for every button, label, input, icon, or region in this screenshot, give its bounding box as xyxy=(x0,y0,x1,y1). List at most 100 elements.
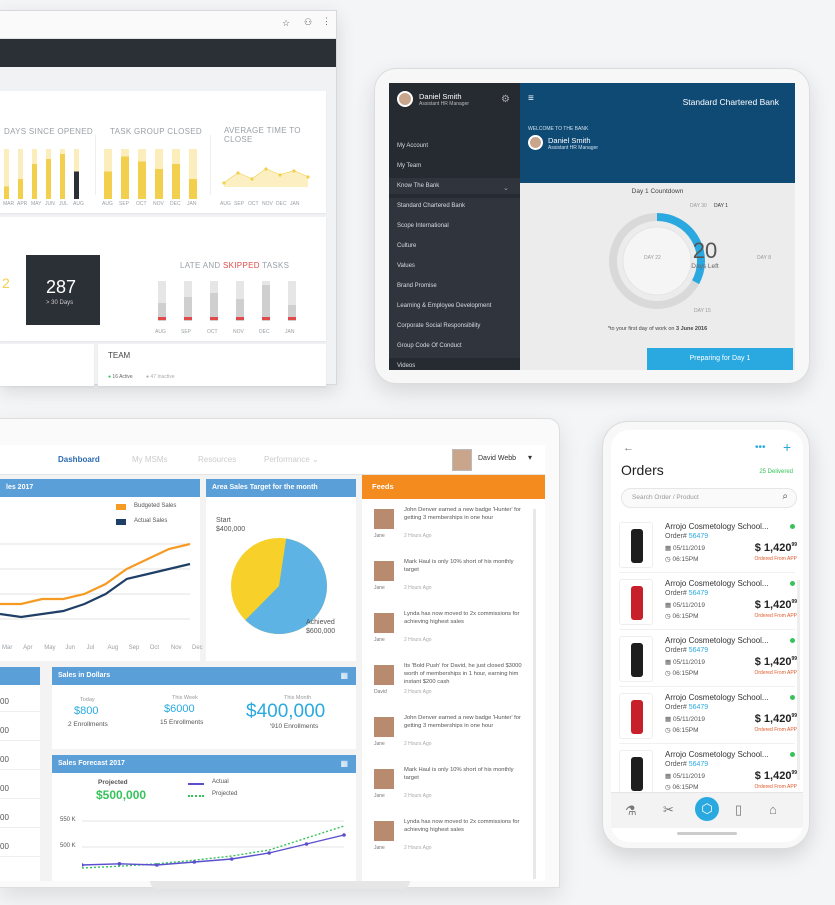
late-bar xyxy=(288,305,296,321)
hamburger-menu-icon[interactable]: ≡ xyxy=(528,93,534,104)
x-tick: Oct xyxy=(149,645,160,651)
x-tick: Apr xyxy=(23,645,33,651)
x-tick: Sep xyxy=(128,645,140,651)
status-dot xyxy=(790,638,795,643)
order-row[interactable]: Arrojo Cosmetology School... Order# 5647… xyxy=(619,689,803,745)
order-price: $ 1,42099 xyxy=(754,656,797,668)
sidebar-item-values[interactable]: Values xyxy=(397,263,415,269)
x-tick: Mar xyxy=(2,645,13,651)
forecast-title: Sales Forecast 2017 xyxy=(52,755,356,773)
sidebar-item-corporate-social-responsibility[interactable]: Corporate Social Responsibility xyxy=(397,323,481,329)
stub-value: 00 xyxy=(0,842,9,851)
sidebar-item-scope-international[interactable]: Scope International xyxy=(397,223,449,229)
feed-item[interactable]: Mark Haul is only 10% short of his month… xyxy=(362,767,532,817)
nav-my-msms[interactable]: My MSMs xyxy=(132,455,168,464)
add-order-icon[interactable]: + xyxy=(783,439,792,455)
avatar[interactable] xyxy=(452,449,472,471)
skipped-segment xyxy=(236,317,244,320)
feed-item[interactable]: Lynda has now moved to 2x commissions fo… xyxy=(362,611,532,661)
stub-value: 00 xyxy=(0,697,9,706)
overdue-tile[interactable]: 287 > 30 Days xyxy=(26,255,100,325)
sidebar-item-my-account[interactable]: My Account xyxy=(397,143,429,149)
sidebar-item-videos[interactable]: Videos xyxy=(397,363,416,369)
feed-author: Jane xyxy=(374,741,385,747)
calendar-icon[interactable]: ▦ xyxy=(340,759,348,768)
tick-label: AUG xyxy=(73,201,84,207)
feed-author: Jane xyxy=(374,637,385,643)
order-row[interactable]: Arrojo Cosmetology School... Order# 5647… xyxy=(619,575,803,631)
sidebar-item-know-the-bank[interactable]: Know The Bank xyxy=(397,183,440,189)
orders-scrollbar[interactable] xyxy=(797,580,800,780)
legend-f-actual-swatch xyxy=(188,783,204,785)
feed-item[interactable]: John Denver earned a new badge 'Hunter' … xyxy=(362,507,532,557)
feed-time: 2 Hours Ago xyxy=(404,533,432,539)
order-date: ▦ 05/11/2019 xyxy=(665,602,706,609)
sidebar-item-brand-promise[interactable]: Brand Promise xyxy=(397,283,437,289)
team-card: TEAM ● 16 Active ● 47 Inactive xyxy=(98,344,326,386)
settings-gear-icon[interactable]: ⚙ xyxy=(501,94,510,105)
tick-label: JAN xyxy=(290,201,300,207)
sidebar-item-my-team[interactable]: My Team xyxy=(397,163,422,169)
feed-time: 2 Hours Ago xyxy=(404,689,432,695)
sales-dollars-panel: Sales in Dollars ▦ Today $800 2 Enrollme… xyxy=(52,667,356,749)
sidebar-item-learning-employee-development[interactable]: Learning & Employee Development xyxy=(397,303,492,309)
order-row[interactable]: Arrojo Cosmetology School... Order# 5647… xyxy=(619,632,803,688)
feed-time: 2 Hours Ago xyxy=(404,637,432,643)
stub-value: 00 xyxy=(0,813,9,822)
star-icon[interactable]: ☆ xyxy=(282,18,291,28)
forecast-point xyxy=(117,862,122,866)
legend-f-projected-swatch xyxy=(188,795,204,797)
bar xyxy=(138,161,146,199)
late-bar xyxy=(236,299,244,321)
tools-icon[interactable]: ✂ xyxy=(663,802,674,817)
product-thumbnail xyxy=(619,579,653,625)
late-skipped-title: LATE AND SKIPPED TASKS xyxy=(180,261,290,270)
team-title: TEAM xyxy=(108,351,131,360)
phone-device-icon[interactable]: ▯ xyxy=(735,802,743,817)
back-arrow-icon[interactable]: ← xyxy=(623,442,634,454)
tick-label: JUL xyxy=(59,201,68,207)
order-row[interactable]: Arrojo Cosmetology School... Order# 5647… xyxy=(619,518,803,574)
tablet-screen: Daniel Smith Assistant HR Manager ⚙ My A… xyxy=(389,83,795,370)
forecast-point xyxy=(229,857,234,861)
sidebar-item-group-code-of-conduct[interactable]: Group Code Of Conduct xyxy=(397,343,462,349)
search-input[interactable]: Search Order / Product ⌕ xyxy=(621,488,797,508)
avg-time-title: AVERAGE TIME TO CLOSE xyxy=(224,126,301,144)
tick-label: SEP xyxy=(234,201,245,207)
tick-label: JAN xyxy=(187,201,197,207)
sidebar-item-standard-chartered-bank[interactable]: Standard Chartered Bank xyxy=(397,203,466,209)
feed-item[interactable]: Mark Haul is only 10% short of his month… xyxy=(362,559,532,609)
extension-icon[interactable]: ⚇ xyxy=(304,17,313,27)
nav-performance[interactable]: Performance ⌄ xyxy=(264,455,319,464)
nav-resources[interactable]: Resources xyxy=(198,455,237,464)
today-sub: 2 Enrollments xyxy=(68,721,108,728)
more-dots-icon[interactable]: ••• xyxy=(755,442,766,453)
header-user-role: Assistant HR Manager xyxy=(548,145,599,151)
order-number: Order# 56479 xyxy=(665,704,709,711)
nav-dashboard[interactable]: Dashboard xyxy=(58,455,100,464)
order-date: ▦ 05/11/2019 xyxy=(665,659,706,666)
feeds-scrollbar[interactable] xyxy=(533,509,536,879)
bar xyxy=(74,171,79,199)
avatar[interactable] xyxy=(397,91,413,107)
calendar-icon[interactable]: ▦ xyxy=(340,671,348,680)
feed-item[interactable]: John Denver earned a new badge 'Hunter' … xyxy=(362,715,532,765)
sidebar-item-culture[interactable]: Culture xyxy=(397,243,417,249)
tick-label: MAR xyxy=(3,201,15,207)
home-hex-icon[interactable]: ⬡ xyxy=(695,797,719,821)
day15-mark: DAY 15 xyxy=(694,308,711,314)
tags-icon[interactable]: ⌂ xyxy=(769,802,777,817)
left-stub-head xyxy=(0,667,40,685)
feed-item[interactable]: Lynda has now moved to 2x commissions fo… xyxy=(362,819,532,869)
products-icon[interactable]: ⚗ xyxy=(625,803,637,818)
avatar xyxy=(374,769,394,789)
tick-label: MAY xyxy=(31,201,42,207)
preparing-button[interactable]: Preparing for Day 1 xyxy=(647,348,793,370)
product-thumbnail xyxy=(619,750,653,796)
search-icon[interactable]: ⌕ xyxy=(782,491,788,502)
user-dropdown-icon[interactable]: ▾ xyxy=(528,453,533,462)
more-menu-icon[interactable]: ⋮ xyxy=(322,16,331,26)
feed-item[interactable]: Its 'Bold Push' for David, he just close… xyxy=(362,663,532,713)
order-customer: Arrojo Cosmetology School... xyxy=(665,693,769,702)
status-dot xyxy=(790,695,795,700)
